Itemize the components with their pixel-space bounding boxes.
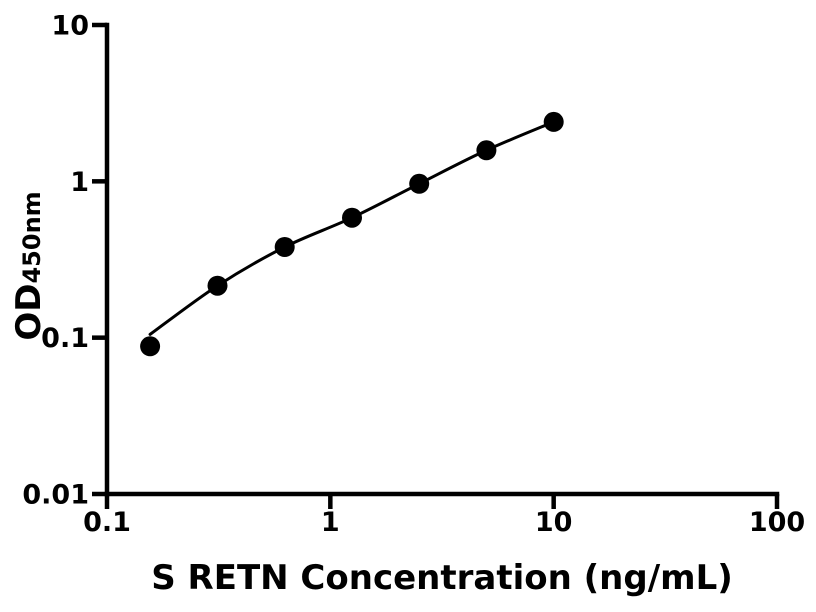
data-point <box>274 237 295 257</box>
y-tick-label: 1 <box>70 167 89 198</box>
x-tick-label: 0.1 <box>83 507 131 538</box>
x-tick-label: 10 <box>535 507 573 538</box>
y-tick-label: 10 <box>51 11 89 42</box>
data-point <box>342 207 362 228</box>
data-point <box>409 173 430 194</box>
y-tick-label: 0.01 <box>22 480 89 511</box>
data-point <box>207 275 228 296</box>
y-axis-title-main: OD <box>9 284 49 341</box>
x-tick-label: 1 <box>321 507 340 538</box>
data-point <box>140 336 161 357</box>
data-point <box>476 140 497 161</box>
data-point <box>543 111 564 132</box>
x-tick-label: 100 <box>749 507 805 538</box>
x-axis-title: S RETN Concentration (ng/mL) <box>151 558 733 598</box>
y-tick-label: 0.1 <box>41 323 89 354</box>
y-axis-title: OD450nm <box>9 191 49 340</box>
y-axis-title-subscript: 450nm <box>18 191 46 283</box>
